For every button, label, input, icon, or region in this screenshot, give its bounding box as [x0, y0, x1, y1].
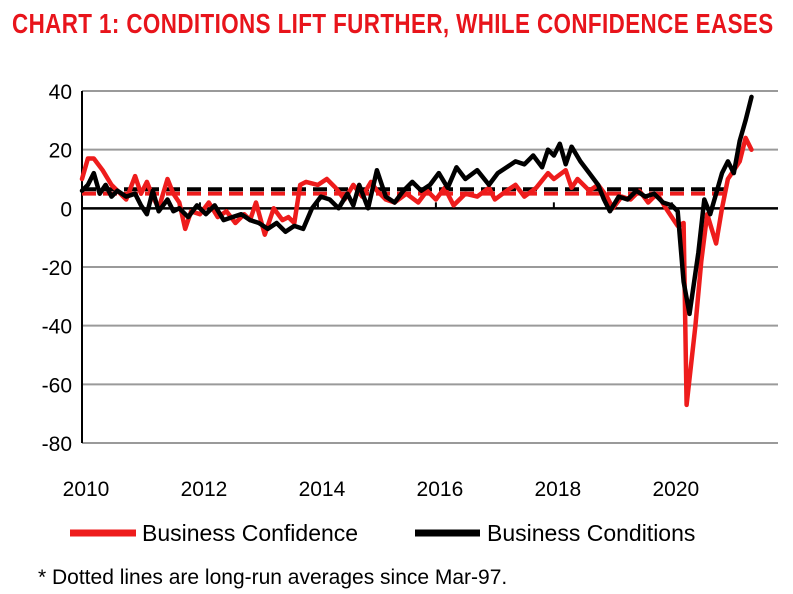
x-axis-tick-labels: 2010 2012 2014 2016 2018 2020 — [63, 202, 699, 501]
x-tick-label: 2014 — [299, 478, 346, 501]
series-lines — [79, 94, 754, 408]
y-tick-label: -20 — [42, 257, 72, 280]
y-tick-label: -80 — [42, 433, 72, 456]
x-tick-label: 2012 — [181, 478, 228, 501]
chart-title: CHART 1: CONDITIONS LIFT FURTHER, WHILE … — [12, 8, 774, 39]
y-tick-label: 0 — [60, 198, 72, 221]
legend: Business Confidence Business Conditions — [70, 520, 695, 546]
y-axis-tick-labels: 40 20 0 -20 -40 -60 -80 — [42, 81, 72, 456]
y-tick-label: 40 — [49, 81, 72, 104]
y-tick-label: -40 — [42, 316, 72, 339]
y-tick-label: -60 — [42, 374, 72, 397]
x-tick-label: 2016 — [417, 478, 464, 501]
x-tick-label: 2018 — [535, 478, 582, 501]
x-tick-label: 2020 — [652, 478, 699, 501]
series-line-business-confidence — [79, 135, 754, 408]
y-tick-label: 20 — [49, 140, 72, 163]
legend-label-business-conditions: Business Conditions — [487, 520, 695, 546]
legend-label-business-confidence: Business Confidence — [142, 520, 358, 546]
series-line-business-conditions — [79, 94, 754, 317]
footnote: * Dotted lines are long-run averages sin… — [38, 566, 508, 589]
gridlines — [81, 90, 778, 444]
x-tick-label: 2010 — [63, 478, 110, 501]
